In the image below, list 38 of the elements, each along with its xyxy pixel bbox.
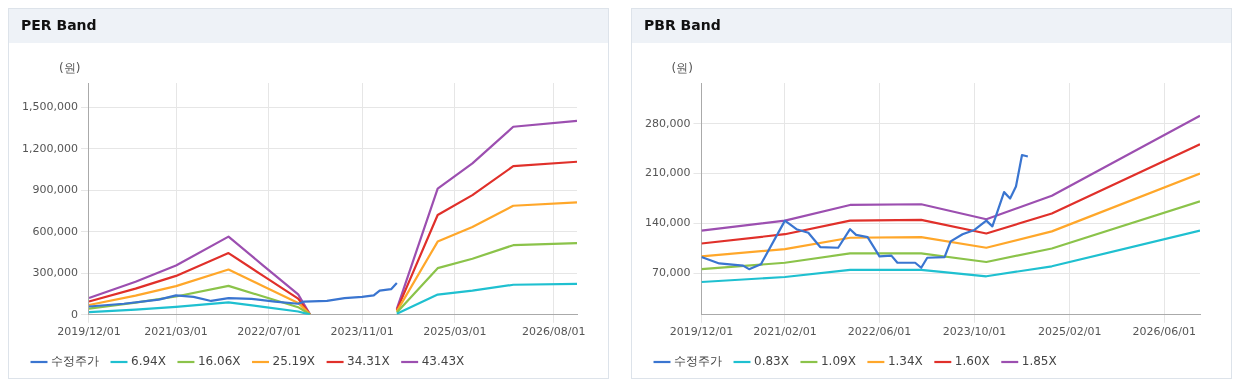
- x-tick-label: 2019/12/01: [57, 325, 121, 339]
- y-axis-title: (원): [671, 61, 693, 76]
- x-tick-label: 2025/03/01: [423, 325, 487, 339]
- y-tick-label: 280,000: [644, 116, 691, 130]
- legend-label: 1.34X: [887, 354, 923, 369]
- legend-label: 43.43X: [421, 354, 465, 369]
- x-tick-label: 2022/06/01: [847, 325, 912, 339]
- x-tick-label: 2021/03/01: [144, 325, 208, 339]
- legend-label: 수정주가: [51, 354, 99, 369]
- legend-label: 25.19X: [272, 354, 316, 369]
- x-tick-label: 2025/02/01: [1038, 325, 1102, 339]
- y-tick-label: 300,000: [32, 266, 78, 280]
- x-tick-label: 2019/12/01: [669, 325, 734, 339]
- y-tick-label: 70,000: [651, 266, 691, 280]
- x-tick-label: 2022/07/01: [237, 325, 301, 339]
- chart-title: PBR Band: [632, 9, 1231, 43]
- x-tick-label: 2026/08/01: [522, 325, 586, 339]
- y-tick-label: 900,000: [32, 183, 78, 197]
- legend-label: 1.60X: [954, 354, 990, 369]
- legend-label: 1.85X: [1021, 354, 1057, 369]
- legend-label: 0.83X: [754, 354, 789, 369]
- x-tick-label: 2023/11/01: [330, 325, 394, 339]
- y-tick-label: 140,000: [644, 216, 691, 230]
- y-tick-label: 210,000: [644, 166, 691, 180]
- legend-label: 34.31X: [347, 354, 390, 369]
- x-tick-label: 2021/02/01: [753, 325, 817, 339]
- chart-title: PER Band: [9, 9, 608, 43]
- y-axis-title: (원): [58, 61, 81, 76]
- x-tick-label: 2026/06/01: [1132, 325, 1197, 339]
- y-tick-label: 1,200,000: [22, 141, 78, 155]
- y-tick-label: 0: [70, 307, 78, 321]
- legend-label: 6.94X: [131, 354, 166, 369]
- y-tick-label: 600,000: [32, 224, 78, 238]
- y-tick-label: 1,500,000: [22, 100, 78, 114]
- legend-label: 수정주가: [674, 354, 722, 369]
- legend-label: 16.06X: [197, 354, 241, 369]
- x-tick-label: 2023/10/01: [942, 325, 1007, 339]
- legend-label: 1.09X: [820, 354, 856, 369]
